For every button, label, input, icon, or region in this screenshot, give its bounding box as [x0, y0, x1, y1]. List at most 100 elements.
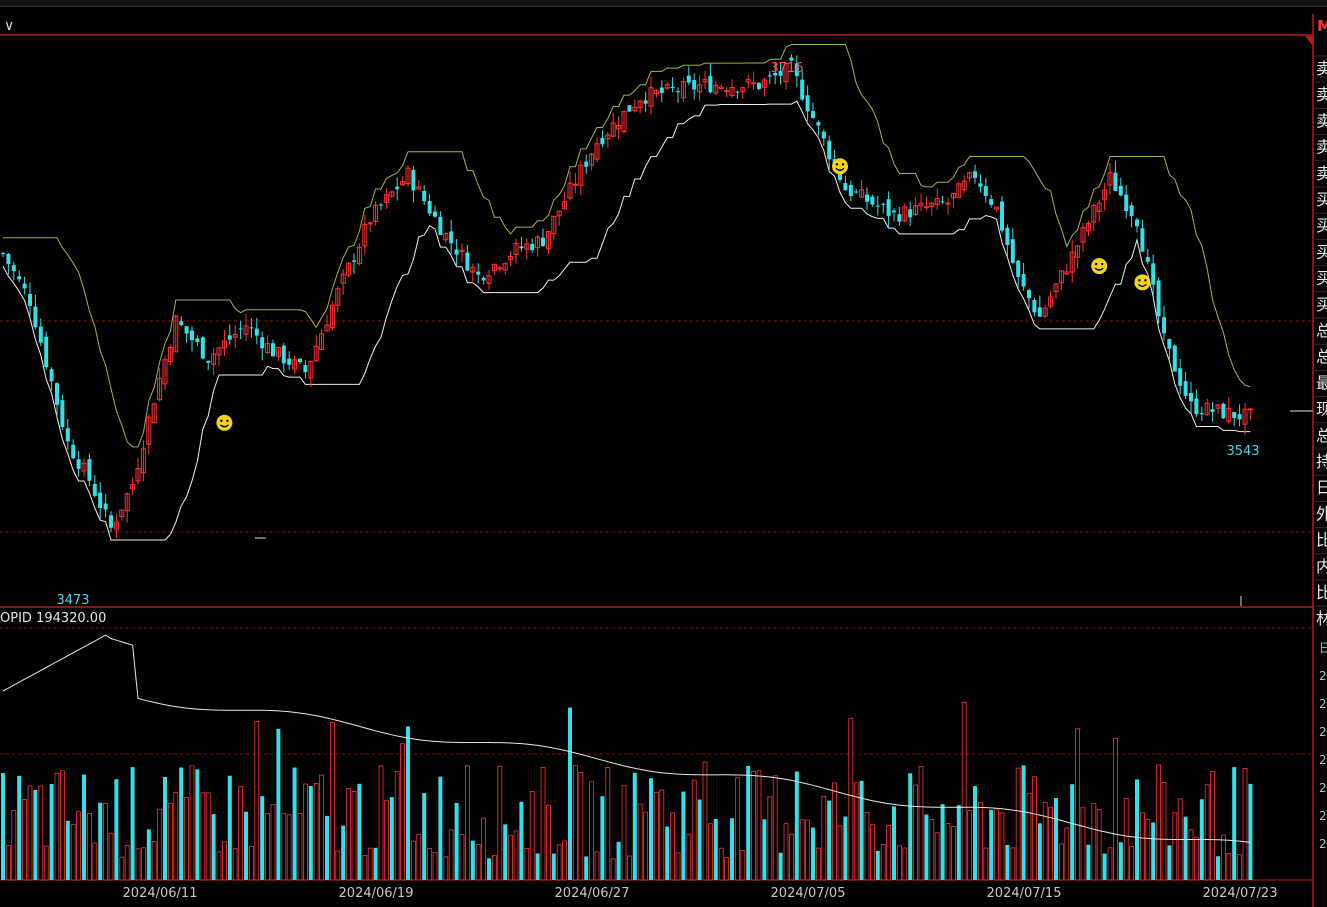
candle-body-up [211, 353, 217, 365]
candle-body-up [486, 275, 492, 284]
candle-body-down [643, 100, 648, 104]
candle-body-down [38, 326, 43, 343]
indicator-bar-down [276, 728, 281, 880]
quote-row-label: 总 [1316, 426, 1327, 445]
candle-body-down [271, 343, 275, 357]
candle-body-up [1075, 245, 1081, 258]
candle-body-up [459, 249, 465, 252]
candle-body-down [190, 330, 194, 341]
candle-body-down [1145, 257, 1150, 262]
candle-body-down [200, 337, 205, 359]
indicator-bar-up [351, 791, 357, 881]
candle-body-down [1183, 381, 1188, 396]
indicator-bar-up [945, 823, 951, 881]
candle-body-down [865, 194, 869, 202]
candle-body-up [1048, 296, 1054, 307]
collapse-toggle[interactable]: ∨ [4, 18, 14, 34]
indicator-bar-up [313, 783, 319, 881]
candle-body-up [929, 202, 935, 207]
indicator-bar-up [918, 766, 924, 881]
candle-body-down [1005, 227, 1010, 246]
indicator-bar-up [184, 797, 190, 881]
indicator-bar-up [880, 844, 886, 881]
candle-body-up [405, 167, 411, 185]
indicator-bar-up [870, 824, 875, 881]
candle-body-up [1215, 404, 1221, 409]
candle-body-down [438, 216, 443, 235]
indicator-bar-up [1237, 854, 1242, 881]
candle-body-down [1, 253, 5, 255]
candle-body-down [838, 168, 842, 181]
candle-body-up [956, 183, 962, 198]
candle-body-down [92, 483, 97, 496]
candle-body-down [659, 87, 664, 93]
indicator-bar-up [1221, 834, 1226, 881]
indicator-bar-down [33, 789, 38, 880]
candle-body-down [1162, 317, 1166, 334]
indicator-bar-down [65, 820, 70, 880]
indicator-bar-up [1113, 737, 1118, 881]
indicator-bar-up [1075, 728, 1080, 881]
candle-body-up [173, 315, 179, 353]
indicator-bar-up [983, 847, 989, 881]
candle-body-up [1102, 189, 1108, 200]
candle-body-up [367, 222, 373, 225]
quote-row-label: 卖 [1316, 59, 1327, 78]
candle-body-down [1156, 280, 1161, 317]
smiley-eye [841, 163, 845, 166]
indicator-bar-up [961, 701, 967, 881]
candle-body-down [1113, 172, 1118, 192]
candle-body-down [881, 203, 886, 205]
indicator-bar-down [1, 773, 5, 880]
candle-body-down [195, 338, 200, 342]
indicator-bar-up [38, 785, 44, 881]
indicator-bar-up [783, 823, 789, 881]
indicator-bar-up [60, 770, 65, 881]
candle-body-up [130, 484, 136, 490]
indicator-bar-up [1226, 853, 1232, 881]
indicator-bar-up [54, 772, 60, 881]
quote-row-label: 总 [1316, 347, 1327, 366]
candle-body-up [632, 106, 638, 112]
candle-body-down [476, 271, 481, 275]
indicator-bar-up [1096, 808, 1102, 881]
quote-row-label: 买 [1316, 216, 1327, 235]
quote-row-label: 买 [1316, 269, 1327, 288]
candle-body-up [1058, 270, 1064, 284]
candle-body-down [1129, 205, 1134, 217]
candle-body-down [103, 503, 108, 510]
indicator-bar-down [227, 775, 232, 880]
candle-body-up [934, 197, 940, 205]
indicator-bar-up [756, 770, 762, 881]
indicator-side-label: 2 [1319, 809, 1327, 823]
indicator-bar-up [1194, 836, 1199, 881]
candle-body-down [287, 358, 292, 365]
indicator-bar-up [816, 847, 821, 881]
indicator-side-label: 2 [1319, 837, 1327, 851]
quote-row-label: 买 [1316, 190, 1327, 209]
indicator-bar-down [389, 797, 394, 880]
candle-body-up [702, 78, 708, 83]
candle-body-down [1221, 403, 1226, 419]
indicator-bar-down [325, 815, 329, 880]
quote-row-label: 总 [1316, 321, 1327, 340]
indicator-bar-up [691, 779, 697, 881]
indicator-bar-down [746, 765, 751, 880]
indicator-bar-up [654, 791, 659, 881]
indicator-bar-up [546, 804, 551, 881]
candle-body-up [783, 62, 789, 83]
candle-body-up [616, 124, 622, 130]
indicator-bar-up [232, 848, 238, 881]
smiley-mouth [1137, 283, 1147, 287]
indicator-bar-up [675, 852, 681, 881]
candle-body-up [329, 304, 335, 329]
quote-row-label: 内 [1316, 557, 1327, 576]
candle-body-down [395, 186, 400, 190]
indicator-bar-up [821, 795, 827, 881]
indicator-bar-down [130, 767, 135, 880]
candle-body-up [275, 346, 281, 357]
candle-body-up [918, 202, 924, 207]
indicator-bar-up [573, 765, 578, 881]
support-stop-line [2, 100, 1251, 541]
candle-body-up [1096, 202, 1102, 212]
